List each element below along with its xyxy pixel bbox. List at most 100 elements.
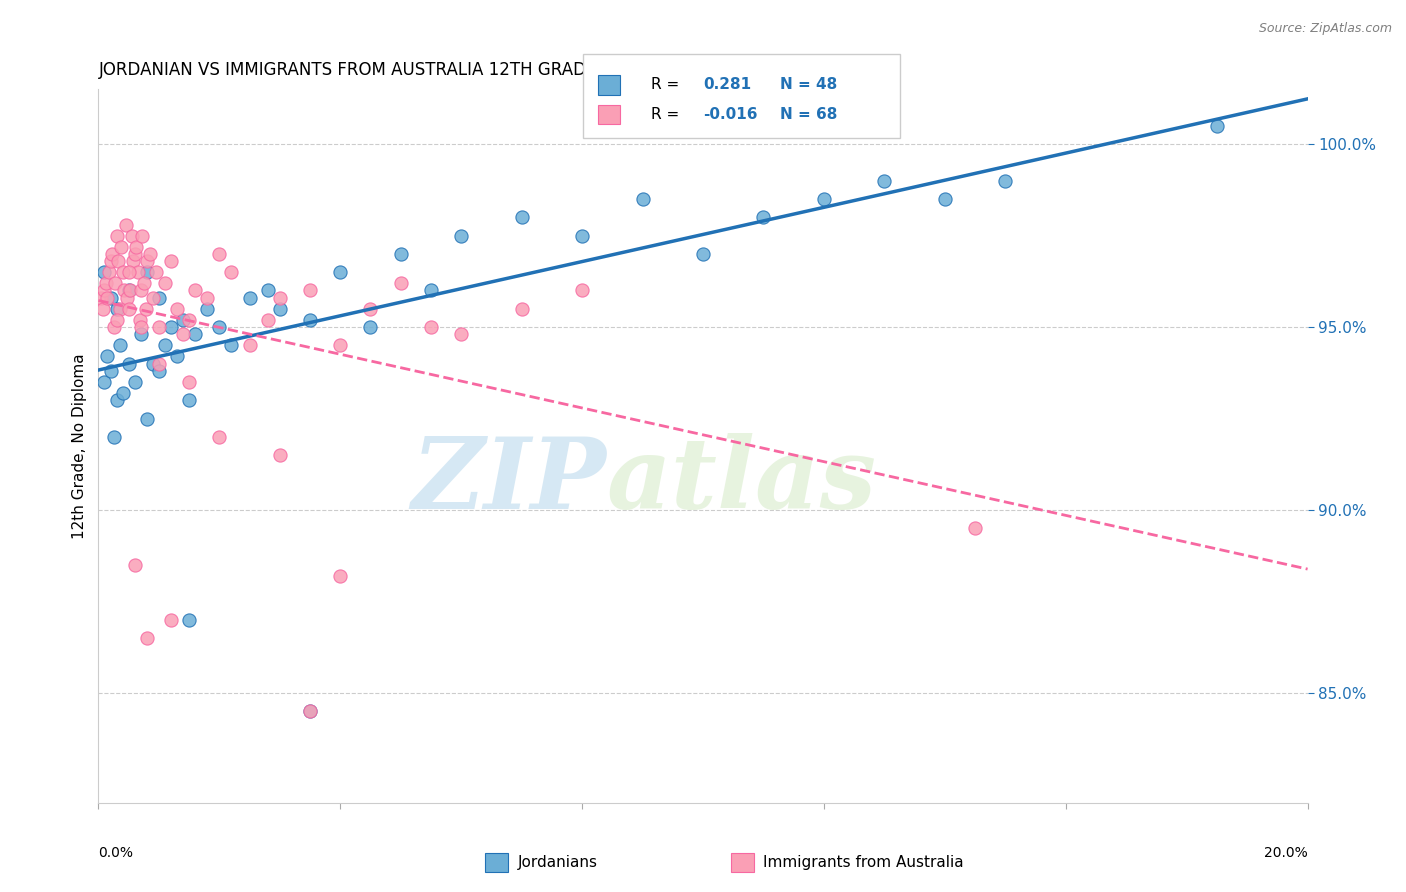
Text: Immigrants from Australia: Immigrants from Australia [763,855,965,870]
Point [135,631,157,645]
Point [124,247,146,261]
Point [100,291,122,305]
Y-axis label: 12th Grade, No Diploma: 12th Grade, No Diploma [72,353,87,539]
Point [571,284,593,298]
Point [105,312,128,326]
Point [389,276,412,290]
Text: N = 68: N = 68 [780,107,838,122]
Point [256,284,278,298]
Point [172,312,194,326]
Point [208,247,231,261]
Point [1206,119,1229,133]
Point [934,192,956,206]
Point [221,265,243,279]
Point [299,312,322,326]
Point [125,239,148,253]
Text: ZIP: ZIP [412,434,606,530]
Point [148,291,170,305]
Text: 0.0%: 0.0% [98,846,134,860]
Point [256,312,278,326]
Point [179,375,201,389]
Point [112,284,135,298]
Point [360,301,382,316]
Point [105,228,128,243]
Point [94,276,117,290]
Point [93,265,115,279]
Point [111,386,134,401]
Point [239,291,262,305]
Point [105,301,128,316]
Point [91,301,114,316]
Point [208,320,231,334]
Point [153,338,176,352]
Point [100,364,122,378]
Point [195,301,218,316]
Point [873,174,896,188]
Point [142,291,165,305]
Point [127,265,149,279]
Point [160,320,183,334]
Point [100,254,122,268]
Point [96,291,118,305]
Point [965,521,987,535]
Point [135,411,157,425]
Text: 0.281: 0.281 [703,78,751,93]
Point [111,265,134,279]
Point [118,284,141,298]
Point [148,357,170,371]
Point [239,338,262,352]
Point [510,211,533,225]
Point [329,338,352,352]
Point [299,704,322,718]
Text: 20.0%: 20.0% [1264,846,1308,860]
Point [179,312,201,326]
Point [103,430,125,444]
Point [160,254,183,268]
Point [179,393,201,408]
Point [90,291,112,305]
Point [108,338,131,352]
Point [132,276,155,290]
Point [142,357,165,371]
Text: atlas: atlas [606,434,876,530]
Point [166,301,188,316]
Point [994,174,1017,188]
Text: Source: ZipAtlas.com: Source: ZipAtlas.com [1258,22,1392,36]
Point [510,301,533,316]
Point [129,320,152,334]
Text: JORDANIAN VS IMMIGRANTS FROM AUSTRALIA 12TH GRADE, NO DIPLOMA CORRELATION CHART: JORDANIAN VS IMMIGRANTS FROM AUSTRALIA 1… [98,62,898,79]
Point [128,312,150,326]
Point [153,276,176,290]
Text: N = 48: N = 48 [780,78,838,93]
Point [269,291,291,305]
Text: R =: R = [651,107,679,122]
Point [571,228,593,243]
Point [389,247,412,261]
Point [93,375,115,389]
Point [631,192,654,206]
Point [269,301,291,316]
Point [299,284,322,298]
Point [114,218,136,232]
Point [122,254,145,268]
Point [208,430,231,444]
Point [420,320,443,334]
Point [148,364,170,378]
Point [160,613,183,627]
Point [129,284,152,298]
Point [195,291,218,305]
Point [118,301,141,316]
Point [135,301,157,316]
Point [145,265,167,279]
Text: -0.016: -0.016 [703,107,758,122]
Point [139,247,162,261]
Point [124,558,146,572]
Point [121,228,143,243]
Point [179,613,201,627]
Point [103,320,125,334]
Point [184,327,207,342]
Point [108,301,131,316]
Point [420,284,443,298]
Point [752,211,775,225]
Point [105,393,128,408]
